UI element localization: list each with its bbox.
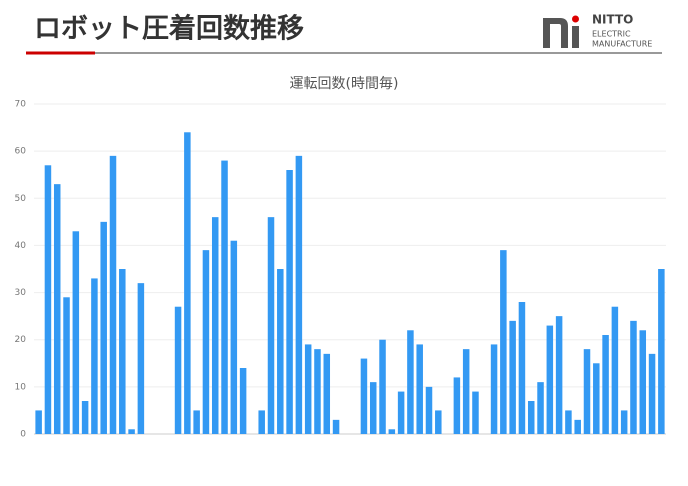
bar [360, 358, 368, 434]
bar [91, 278, 98, 434]
bar [304, 344, 312, 434]
bar [295, 155, 303, 434]
bar [314, 349, 321, 434]
bar [119, 269, 126, 434]
bar [332, 419, 340, 434]
bar [44, 165, 52, 435]
bar [100, 221, 107, 434]
bar [81, 401, 89, 434]
bar [500, 250, 507, 434]
bar [193, 410, 200, 434]
bar [416, 344, 423, 434]
bar [128, 429, 135, 434]
y-tick-label: 40 [15, 241, 27, 251]
bar [620, 410, 628, 434]
bar [509, 320, 516, 434]
bar [490, 344, 498, 434]
bar [658, 269, 665, 434]
bar [518, 302, 526, 434]
bar [407, 330, 414, 434]
bar [527, 401, 535, 434]
bar [593, 363, 600, 434]
chart-title: 運転回数(時間毎) [290, 76, 399, 92]
y-tick-label: 20 [15, 335, 27, 345]
bar [630, 320, 637, 434]
bar [388, 429, 396, 434]
logo-line: ELECTRIC [592, 30, 631, 39]
y-tick-label: 10 [15, 382, 27, 392]
bar [109, 155, 117, 434]
bar [202, 250, 210, 434]
bar [63, 297, 70, 434]
bar [258, 410, 265, 434]
bar [425, 386, 433, 434]
y-tick-label: 30 [15, 288, 27, 298]
bar [137, 283, 145, 434]
bar [230, 240, 238, 434]
bar [286, 170, 293, 434]
slide-title: ロボット圧着回数推移 [34, 13, 304, 45]
bar [583, 349, 591, 434]
bar [555, 316, 563, 434]
bar [174, 306, 182, 434]
bar [267, 217, 275, 434]
bar [277, 269, 284, 434]
logo-line: MANUFACTURE [592, 40, 652, 49]
bar [462, 349, 470, 434]
bar [239, 368, 247, 434]
y-tick-label: 60 [15, 147, 27, 157]
bar [53, 184, 61, 434]
bar [35, 410, 42, 434]
logo-name: NITTO [592, 13, 633, 27]
bar [435, 410, 442, 434]
bar [602, 335, 609, 434]
bar [211, 217, 219, 434]
bar [565, 410, 572, 434]
bar [323, 353, 331, 434]
bar [546, 325, 554, 434]
bar [221, 160, 228, 435]
bar [639, 330, 647, 434]
y-tick-label: 50 [15, 194, 27, 204]
bar [574, 419, 581, 434]
bar [397, 391, 405, 434]
bar [472, 391, 479, 434]
bar [537, 382, 544, 434]
y-tick-label: 0 [20, 430, 26, 440]
logo-mark [543, 15, 579, 48]
bar [72, 231, 80, 434]
bar [184, 132, 191, 435]
y-tick-label: 70 [15, 100, 27, 110]
bar [453, 377, 461, 434]
bar [648, 353, 656, 434]
bar [369, 382, 377, 434]
bar [611, 306, 619, 434]
bar [379, 339, 386, 434]
